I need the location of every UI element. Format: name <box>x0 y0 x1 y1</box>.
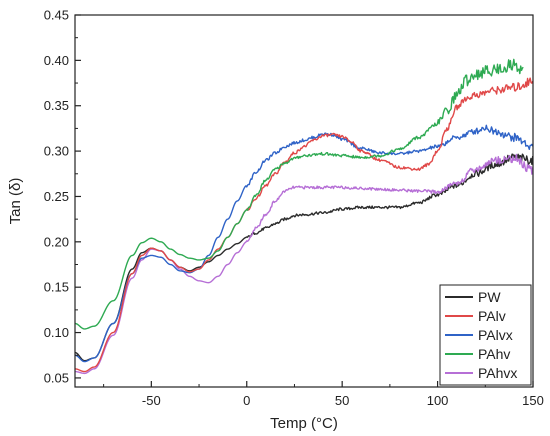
series-line-palv <box>75 77 533 373</box>
legend-label-pahv: PAhv <box>478 346 510 362</box>
y-tick-label: 0.05 <box>44 370 69 385</box>
x-tick-label: 150 <box>522 393 544 408</box>
legend-label-pahvx: PAhvx <box>478 365 517 381</box>
series-line-pahv <box>75 58 524 330</box>
legend-label-pw: PW <box>478 289 501 305</box>
y-axis-title: Tan (δ) <box>7 178 24 225</box>
y-tick-label: 0.35 <box>44 98 69 113</box>
legend-label-palv: PAlv <box>478 308 506 324</box>
y-tick-label: 0.10 <box>44 325 69 340</box>
x-tick-label: -50 <box>142 393 161 408</box>
x-tick-label: 50 <box>335 393 349 408</box>
x-axis-title: Temp (°C) <box>270 415 338 432</box>
x-tick-label: 0 <box>243 393 250 408</box>
legend: PW PAlv PAlvx PAhv PAhvx <box>439 284 532 386</box>
y-tick-label: 0.45 <box>44 8 69 23</box>
y-tick-label: 0.30 <box>44 144 69 159</box>
series-line-palvx <box>75 124 533 363</box>
legend-label-palvx: PAlvx <box>478 327 513 343</box>
y-tick-label: 0.25 <box>44 189 69 204</box>
series-layer <box>75 58 533 375</box>
plot-frame <box>74 14 534 388</box>
y-tick-label: 0.20 <box>44 234 69 249</box>
y-tick-label: 0.40 <box>44 53 69 68</box>
series-line-pahvx <box>75 153 533 375</box>
y-tick-label: 0.15 <box>44 280 69 295</box>
x-tick-label: 100 <box>427 393 449 408</box>
ticks-layer: -50 0 50 100 150 0.05 0.10 0.15 0.20 0.25 0.30 0.35… <box>44 8 544 409</box>
